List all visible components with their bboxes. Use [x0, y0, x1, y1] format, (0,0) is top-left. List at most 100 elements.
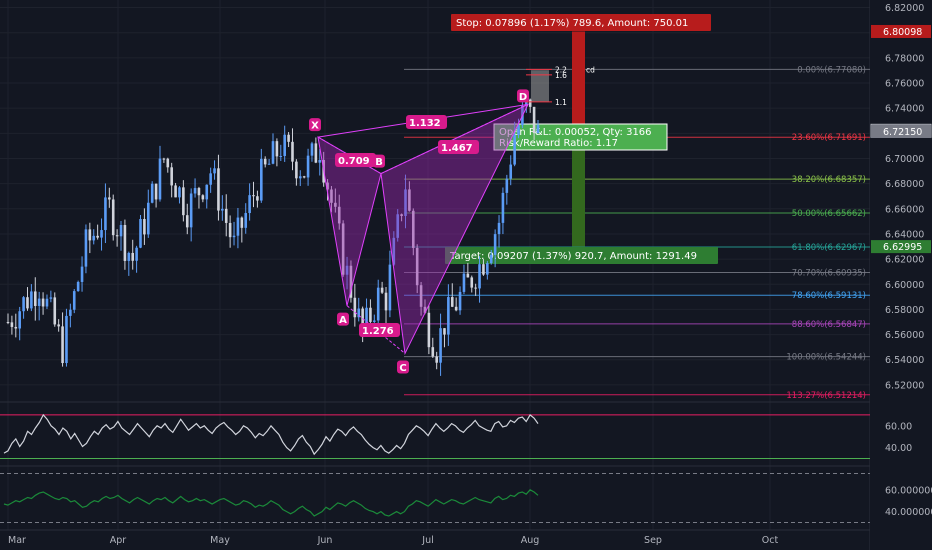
- candle-body-127: [501, 192, 505, 223]
- candle-body-62: [248, 195, 251, 214]
- candle-body-6: [30, 291, 33, 309]
- candle-body-97: [384, 292, 388, 311]
- candle-body-70: [279, 155, 283, 157]
- candle-body-92: [365, 307, 368, 332]
- price-tick-11: 6.60000: [885, 280, 924, 291]
- candle-body-110: [435, 356, 438, 363]
- d-ratio-cd-label: cd: [586, 65, 595, 74]
- candle-body-126: [497, 222, 501, 235]
- price-tag-bg-2: [871, 124, 931, 138]
- candle-body-36: [146, 202, 150, 235]
- d-ratio-label-1: 1.6: [555, 71, 567, 80]
- fib-label-4: 61.80%(6.62967): [792, 243, 866, 253]
- month-label-0: Mar: [8, 535, 26, 546]
- candle-body-33: [135, 247, 138, 261]
- candle-body-53: [213, 168, 216, 174]
- stop-label: Stop: 0.07896 (1.17%) 789.6, Amount: 750…: [456, 18, 688, 29]
- candle-body-95: [376, 287, 380, 321]
- candle-body-40: [162, 158, 166, 160]
- point-b-label: B: [375, 157, 383, 168]
- point-a-label: A: [339, 315, 347, 326]
- target-label-bg: [445, 247, 718, 264]
- candle-body-122: [482, 264, 485, 275]
- price-axis[interactable]: 6.820006.800006.780006.760006.740006.720…: [870, 0, 932, 550]
- candle-body-93: [369, 307, 372, 322]
- candle-body-112: [443, 328, 446, 335]
- candle-body-133: [525, 99, 528, 106]
- fib-label-7: 88.60%(6.56847): [792, 320, 866, 330]
- candlestick-series: [6, 95, 540, 376]
- candle-body-83: [330, 189, 333, 203]
- ratio-label-3: 1.276: [362, 326, 394, 337]
- candle-body-104: [411, 210, 415, 248]
- pl-box: [493, 123, 668, 151]
- candle-body-22: [92, 235, 96, 241]
- candle-body-98: [388, 264, 392, 311]
- long-short-position-tool[interactable]: Stop: 0.07896 (1.17%) 789.6, Amount: 750…: [445, 14, 718, 264]
- candle-body-88: [349, 265, 353, 298]
- time-axis[interactable]: Mar Apr May Jun Jul Aug Sep Oct: [8, 535, 778, 546]
- risk-reward-text: Risk/Reward Ratio: 1.17: [499, 138, 618, 149]
- candle-body-101: [400, 214, 403, 216]
- candle-body-41: [166, 158, 170, 168]
- candle-body-90: [357, 308, 361, 318]
- candle-body-44: [178, 187, 181, 198]
- candle-body-25: [104, 197, 107, 231]
- candle-body-23: [96, 235, 99, 238]
- ratio-label-2: 1.467: [441, 143, 473, 154]
- fib-label-5: 70.70%(6.60935): [792, 269, 866, 279]
- candle-body-7: [33, 291, 37, 306]
- ratio-label-1: 0.709: [338, 156, 370, 167]
- candle-body-11: [49, 297, 53, 299]
- rsi-tick-0: 60.00: [885, 421, 912, 432]
- candle-body-61: [244, 213, 248, 228]
- candle-body-55: [221, 208, 224, 211]
- candle-body-31: [127, 252, 131, 261]
- candle-body-58: [232, 235, 236, 238]
- candle-body-121: [478, 264, 481, 289]
- candle-body-24: [100, 230, 103, 238]
- price-tick-6: 6.70000: [885, 154, 924, 165]
- candle-body-91: [361, 308, 364, 332]
- price-tick-4: 6.74000: [885, 104, 924, 115]
- candle-body-124: [489, 254, 493, 264]
- candle-body-106: [419, 285, 423, 307]
- point-x-badge: [309, 118, 321, 132]
- fibonacci-levels: 0.00%(6.77080) 23.60%(6.71691) 38.20%(6.68…: [404, 65, 870, 401]
- target-zone[interactable]: [572, 131, 585, 247]
- candle-body-85: [337, 206, 341, 224]
- ratio-badge-1: [335, 153, 376, 167]
- month-label-3: Jun: [317, 535, 333, 546]
- candle-body-1: [10, 322, 14, 327]
- candle-body-5: [26, 297, 29, 309]
- price-tick-2: 6.78000: [885, 53, 924, 64]
- candle-body-60: [240, 217, 244, 228]
- osc-tick-0: 60.000000: [885, 485, 932, 496]
- candle-body-116: [458, 291, 462, 311]
- price-tick-8: 6.66000: [885, 204, 924, 215]
- month-label-6: Sep: [644, 535, 662, 546]
- stop-zone[interactable]: [572, 31, 585, 132]
- rsi-pane: 60.00 40.00: [0, 413, 912, 460]
- candle-body-48: [193, 188, 197, 194]
- candle-body-107: [423, 306, 427, 313]
- candle-body-16: [69, 309, 72, 316]
- candle-body-102: [404, 189, 407, 216]
- candle-body-4: [22, 297, 25, 312]
- fib-label-2: 38.20%(6.68357): [792, 175, 866, 185]
- month-label-5: Aug: [521, 535, 540, 546]
- price-tick-10: 6.62000: [885, 255, 924, 266]
- candle-body-21: [88, 229, 92, 241]
- candle-body-64: [256, 196, 259, 201]
- candle-body-43: [174, 185, 177, 198]
- candle-body-136: [536, 124, 540, 134]
- candle-body-75: [298, 176, 302, 179]
- candle-body-113: [447, 297, 450, 335]
- candle-body-3: [18, 311, 21, 329]
- candle-body-99: [392, 237, 396, 265]
- candle-body-8: [37, 298, 41, 306]
- harmonic-pattern[interactable]: X A B C D 1.132 0.709 1.467 1.276 2.21.6 1.1 cd: [309, 65, 595, 374]
- candle-body-57: [228, 222, 232, 238]
- candle-body-78: [310, 143, 314, 156]
